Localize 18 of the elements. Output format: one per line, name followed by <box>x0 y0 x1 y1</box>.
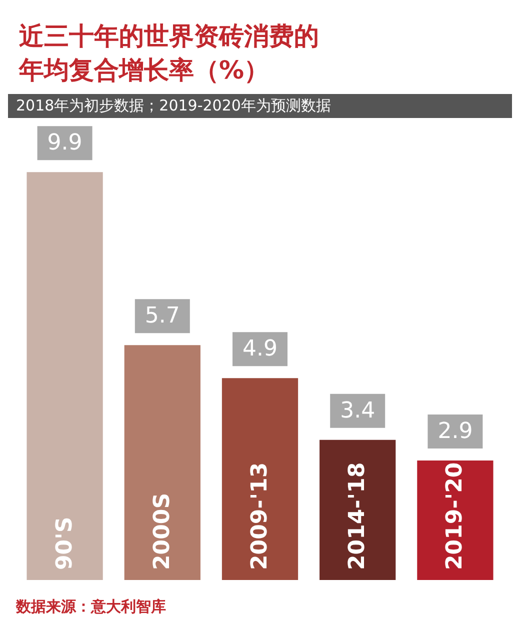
x-tick-label: 90'S <box>52 516 78 570</box>
bar <box>124 345 200 580</box>
x-tick-label: 2000S <box>150 492 175 570</box>
data-label: 5.7 <box>144 304 180 329</box>
data-label: 9.9 <box>47 130 82 156</box>
data-label: 4.9 <box>242 336 278 362</box>
x-tick-label: 2019-'20 <box>442 462 468 570</box>
source-note: 数据来源：意大利智库 <box>15 598 166 616</box>
data-label: 2.9 <box>438 419 473 444</box>
bar <box>26 172 103 580</box>
bar <box>417 460 494 580</box>
bar <box>320 440 396 580</box>
data-label: 3.4 <box>340 398 376 424</box>
chart-title: 近三十年的世界资砖消费的年均复合增长率（%） <box>18 22 319 84</box>
bar <box>222 378 298 580</box>
x-tick-label: 2014-'18 <box>345 462 370 570</box>
chart-subtitle: 2018年为初步数据；2019-2020年为预测数据 <box>16 96 331 114</box>
x-tick-label: 2009-'13 <box>248 462 272 570</box>
